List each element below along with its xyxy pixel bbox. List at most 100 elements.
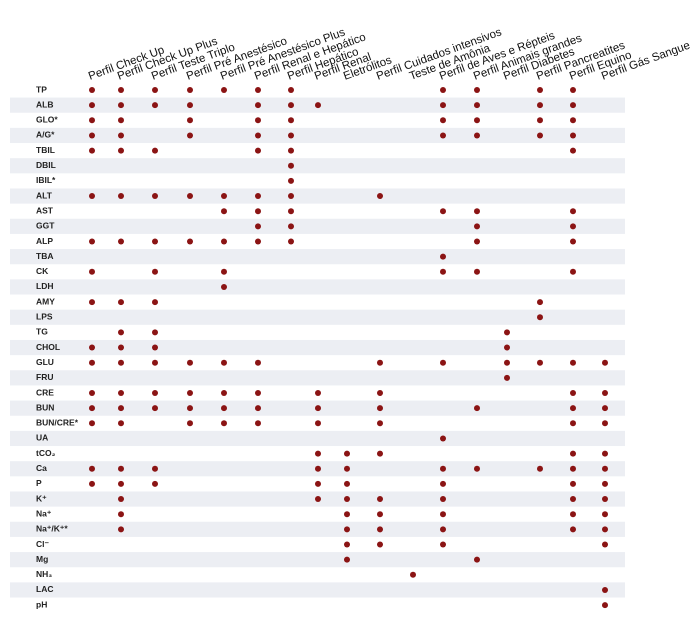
dot — [255, 193, 261, 200]
dot — [440, 511, 446, 518]
dot — [602, 541, 608, 548]
dot — [152, 193, 158, 200]
dot — [440, 117, 446, 124]
dot — [255, 87, 261, 93]
row-label: pH — [36, 599, 47, 609]
dot — [440, 496, 446, 503]
row-stripe — [10, 582, 625, 598]
dot — [570, 420, 576, 427]
dot — [221, 390, 227, 396]
row-label: Cl⁻ — [36, 539, 50, 549]
dot — [187, 390, 193, 396]
dot — [221, 405, 227, 412]
dot — [152, 465, 158, 472]
row-label: Mg — [36, 554, 48, 564]
dot — [570, 496, 576, 503]
dot — [89, 238, 95, 245]
dot — [118, 102, 124, 109]
dot — [474, 268, 480, 275]
row-stripe — [10, 158, 625, 174]
dot — [255, 132, 261, 139]
dot — [570, 132, 576, 139]
dot — [221, 283, 227, 290]
dot — [288, 208, 294, 215]
dot — [187, 87, 193, 93]
row-label: tCO₂ — [36, 448, 56, 458]
dot — [570, 405, 576, 412]
dot — [152, 359, 158, 366]
dot — [504, 359, 510, 366]
dot — [440, 480, 446, 487]
dot — [187, 102, 193, 109]
dot — [377, 193, 383, 200]
dot — [474, 465, 480, 472]
dot — [315, 450, 321, 457]
dot — [602, 586, 608, 593]
dot — [570, 526, 576, 533]
dot — [344, 556, 350, 563]
dot — [118, 344, 124, 351]
dot — [537, 87, 543, 93]
dot — [255, 405, 261, 412]
row-label: A/G* — [36, 130, 55, 140]
row-label: BUN — [36, 402, 54, 412]
dot — [89, 420, 95, 427]
dot — [315, 496, 321, 503]
dot — [89, 193, 95, 200]
dot — [570, 147, 576, 154]
dot — [288, 223, 294, 230]
dot — [315, 390, 321, 396]
dot — [344, 465, 350, 472]
dot — [255, 117, 261, 124]
dot — [315, 420, 321, 427]
dot — [570, 480, 576, 487]
row-label: LDH — [36, 281, 53, 291]
dot — [377, 526, 383, 533]
dot — [255, 223, 261, 230]
dot — [89, 117, 95, 124]
dot — [187, 359, 193, 366]
dot — [570, 511, 576, 518]
row-label: AMY — [36, 296, 55, 306]
dot — [474, 117, 480, 124]
dot — [221, 268, 227, 275]
dot — [315, 465, 321, 472]
dot — [474, 87, 480, 93]
dot — [118, 420, 124, 427]
dot — [440, 465, 446, 472]
dot — [221, 208, 227, 215]
row-stripe — [10, 218, 625, 234]
dot — [570, 117, 576, 124]
dot — [89, 268, 95, 275]
dot — [474, 132, 480, 139]
dot — [570, 390, 576, 396]
dot — [152, 102, 158, 109]
dot — [602, 420, 608, 427]
row-label: LAC — [36, 584, 53, 594]
dot — [504, 374, 510, 381]
dot — [570, 238, 576, 245]
row-label: Na⁺ — [36, 508, 52, 518]
dot — [344, 526, 350, 533]
dot — [152, 344, 158, 351]
dot — [602, 450, 608, 457]
dot — [344, 541, 350, 548]
dot — [118, 390, 124, 396]
dot — [440, 526, 446, 533]
dot — [602, 405, 608, 412]
dot — [118, 511, 124, 518]
row-stripe — [10, 279, 625, 295]
dot — [474, 238, 480, 245]
dot — [602, 465, 608, 472]
dot — [410, 571, 416, 578]
dot — [255, 359, 261, 366]
dot — [602, 511, 608, 518]
dot — [89, 102, 95, 109]
dot — [152, 299, 158, 306]
row-label: TBA — [36, 251, 53, 261]
dot — [377, 359, 383, 366]
dot — [377, 496, 383, 503]
dot — [89, 299, 95, 306]
dot — [377, 390, 383, 396]
dot — [255, 102, 261, 109]
